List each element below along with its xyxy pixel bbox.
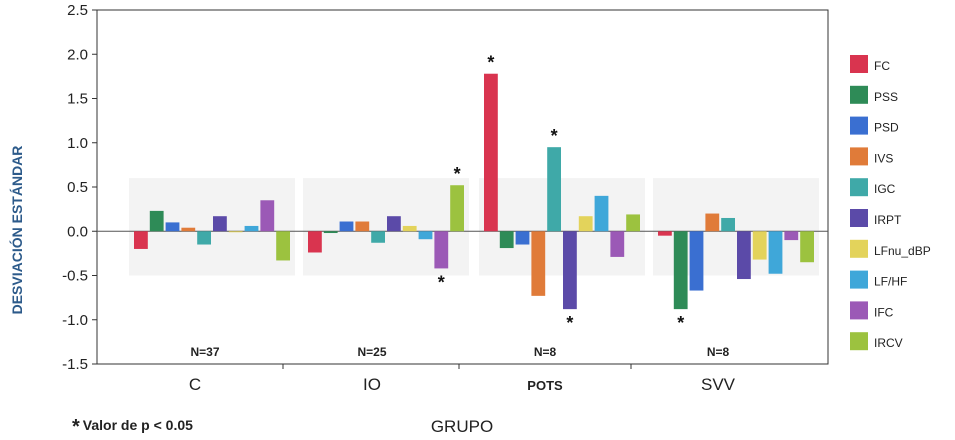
labels: 2.5 2.0 1.5 1.0 0.5 0.0 -0.5 -1.0 -1.5 N=37 C * * N=2… [62, 2, 736, 394]
significance-star: * [551, 126, 558, 146]
bar-FC-SVV [658, 231, 672, 236]
bar-IFC-C [260, 200, 275, 232]
bar-IVS-POTS [531, 231, 546, 296]
legend-label: PSS [874, 90, 898, 104]
bar-PSD-SVV [689, 231, 704, 291]
significance-star: * [677, 313, 684, 333]
legend-label: IGC [874, 182, 896, 196]
bar-IRPT-C [213, 216, 227, 232]
bar-IFC-POTS [610, 231, 625, 257]
bar-IRPT-IO [387, 216, 401, 232]
y-tick-label: 2.0 [67, 46, 88, 63]
bar-IRCV-C [276, 231, 290, 261]
bar-IRCV-POTS [626, 214, 640, 232]
bar-FC-IO [308, 231, 322, 253]
significance-star: * [438, 272, 445, 292]
group-n-label: N=8 [534, 345, 557, 359]
legend-label: LF/HF [874, 275, 907, 289]
legend-swatch-IVS [850, 147, 868, 166]
legend-label: IFC [874, 305, 894, 319]
legend-swatch-IFC [850, 301, 868, 320]
bar-PSS-C [149, 210, 164, 232]
y-tick-label: -0.5 [62, 268, 88, 285]
legend-swatch-FC [850, 55, 868, 73]
bar-IGC-POTS [547, 147, 561, 232]
legend-swatch-LF/HF [850, 270, 868, 289]
bar-PSS-IO [323, 231, 338, 234]
group-n-label: N=25 [357, 345, 386, 359]
legend-label: PSD [874, 121, 899, 135]
bar-FC-POTS [484, 73, 498, 232]
legend-label: IVS [874, 151, 893, 165]
legend-swatch-IGC [850, 178, 868, 197]
footnote: * Valor de p < 0.05 [72, 413, 193, 438]
legend-swatch-IRPT [850, 209, 868, 227]
bar-IRCV-IO [450, 185, 464, 232]
x-tick-label: POTS [527, 378, 563, 393]
y-tick-label: 0.5 [67, 179, 88, 196]
bar-LFnu_dBP-IO [402, 225, 417, 232]
legend-swatch-IRCV [850, 332, 868, 351]
legend-swatch-PSD [850, 116, 868, 135]
bar-LFnu_dBP-POTS [578, 216, 593, 232]
bar-LFnu_dBP-SVV [752, 231, 767, 260]
x-axis-label: GRUPO [431, 417, 493, 436]
y-tick-label: 1.5 [67, 91, 88, 108]
legend-swatch-PSS [850, 85, 868, 104]
significance-star: * [454, 164, 461, 184]
legend: FC PSS PSD IVS IGC IRPT LFnu_dBP LF/HF IFC IRCV [850, 55, 931, 351]
bar-IFC-SVV [784, 231, 799, 241]
footnote-star: * [72, 416, 80, 438]
bar-LF/HF-IO [418, 231, 433, 240]
y-tick-label: 0.0 [67, 223, 88, 240]
legend-label: FC [874, 59, 890, 73]
x-tick-label: C [189, 375, 201, 394]
y-tick-label: -1.5 [62, 356, 88, 373]
bar-IGC-SVV [721, 217, 735, 232]
bar-IGC-IO [371, 231, 385, 243]
y-axis-label: DESVIACIÓN ESTÁNDAR [8, 146, 25, 315]
bar-PSD-IO [339, 221, 354, 232]
legend-swatch-LFnu_dBP [850, 239, 868, 258]
bar-IRCV-SVV [800, 231, 814, 263]
bar-LFnu_dBP-C [228, 231, 243, 233]
group-band [479, 178, 645, 276]
bar-FC-C [134, 231, 148, 249]
bar-PSS-SVV [673, 231, 688, 310]
group-n-label: N=37 [190, 345, 219, 359]
bar-PSD-POTS [515, 231, 530, 245]
bars [134, 73, 814, 310]
legend-label: IRPT [874, 213, 902, 227]
significance-star: * [487, 53, 494, 73]
bar-IFC-IO [434, 231, 449, 269]
legend-label: IRCV [874, 336, 903, 350]
bar-PSD-C [165, 222, 180, 232]
x-tick-label: SVV [701, 375, 736, 394]
bar-LF/HF-POTS [594, 195, 609, 232]
legend-label: LFnu_dBP [874, 244, 931, 258]
y-tick-label: -1.0 [62, 312, 88, 329]
group-n-label: N=8 [707, 345, 730, 359]
bar-IRPT-POTS [563, 231, 577, 310]
significance-star: * [566, 313, 573, 333]
y-tick-label: 1.0 [67, 135, 88, 152]
bar-IRPT-SVV [737, 231, 751, 280]
y-tick-label: 2.5 [67, 2, 88, 19]
bar-IVS-IO [355, 221, 370, 232]
bar-IGC-C [197, 231, 211, 245]
x-tick-label: IO [363, 375, 381, 394]
bar-IVS-SVV [705, 213, 720, 232]
footnote-text: Valor de p < 0.05 [82, 417, 193, 433]
bar-LF/HF-SVV [768, 231, 783, 274]
bar-IVS-C [181, 227, 196, 232]
bar-LF/HF-C [244, 225, 259, 232]
bar-PSS-POTS [499, 231, 514, 249]
